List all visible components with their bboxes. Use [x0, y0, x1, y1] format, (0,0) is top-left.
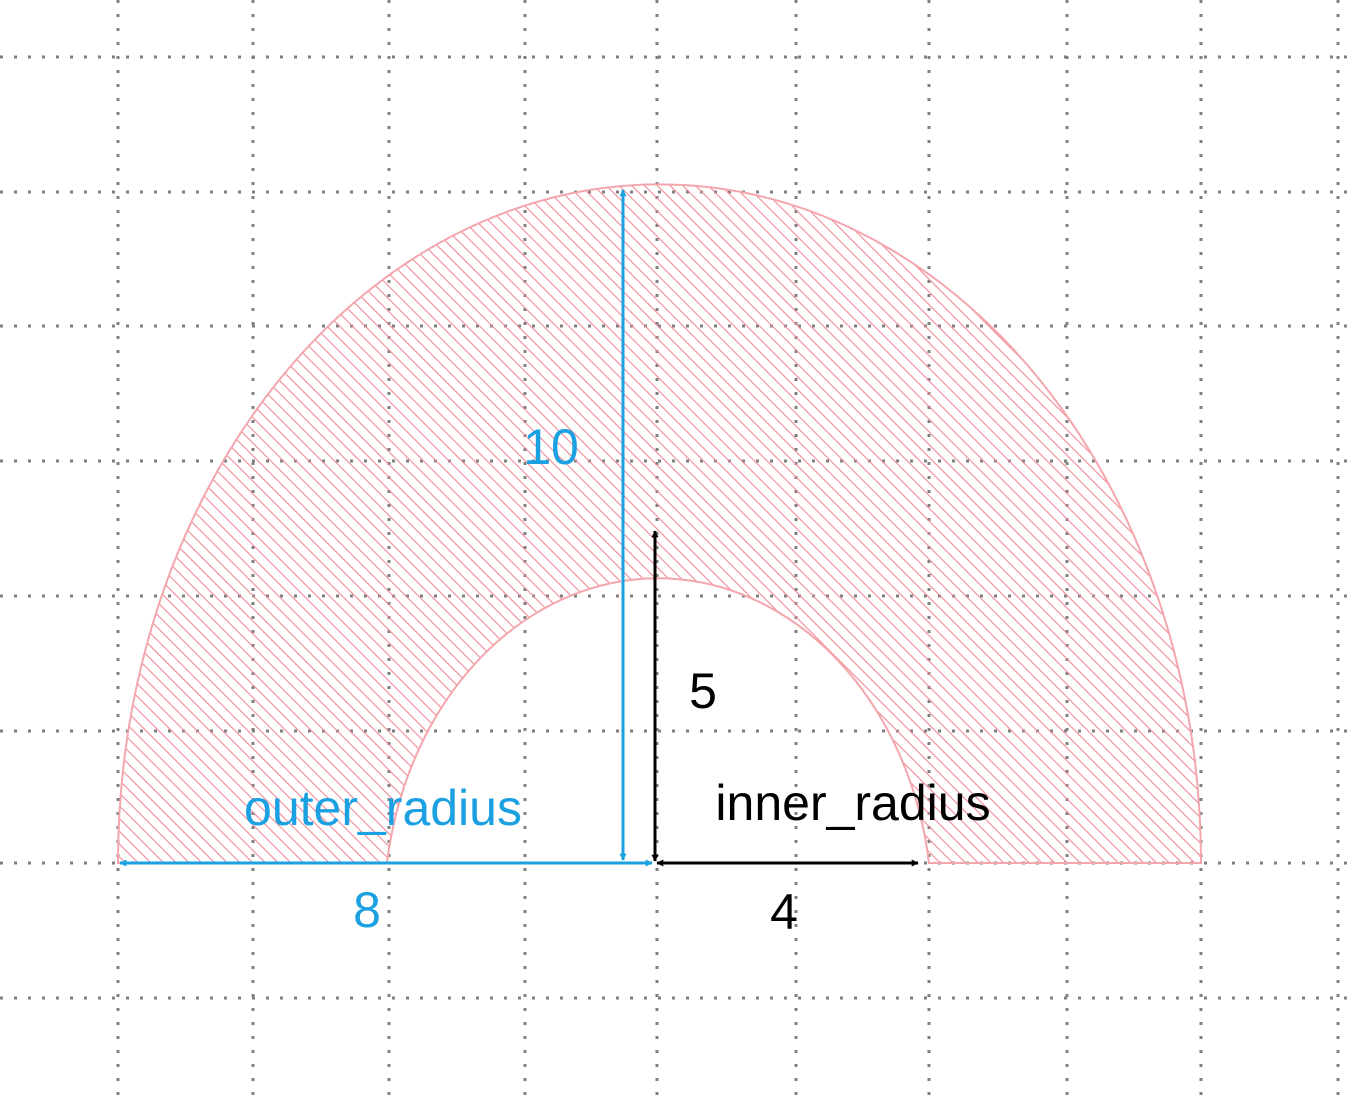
- inner-height-label: 5: [689, 663, 717, 719]
- inner-width-label: 4: [770, 884, 798, 940]
- half-annulus-shape: [116, 183, 1203, 864]
- outer-radius-label: outer_radius: [244, 780, 522, 836]
- outer-width-label: 8: [353, 882, 381, 938]
- inner-radius-label: inner_radius: [715, 775, 990, 831]
- outer-height-label: 10: [523, 419, 579, 475]
